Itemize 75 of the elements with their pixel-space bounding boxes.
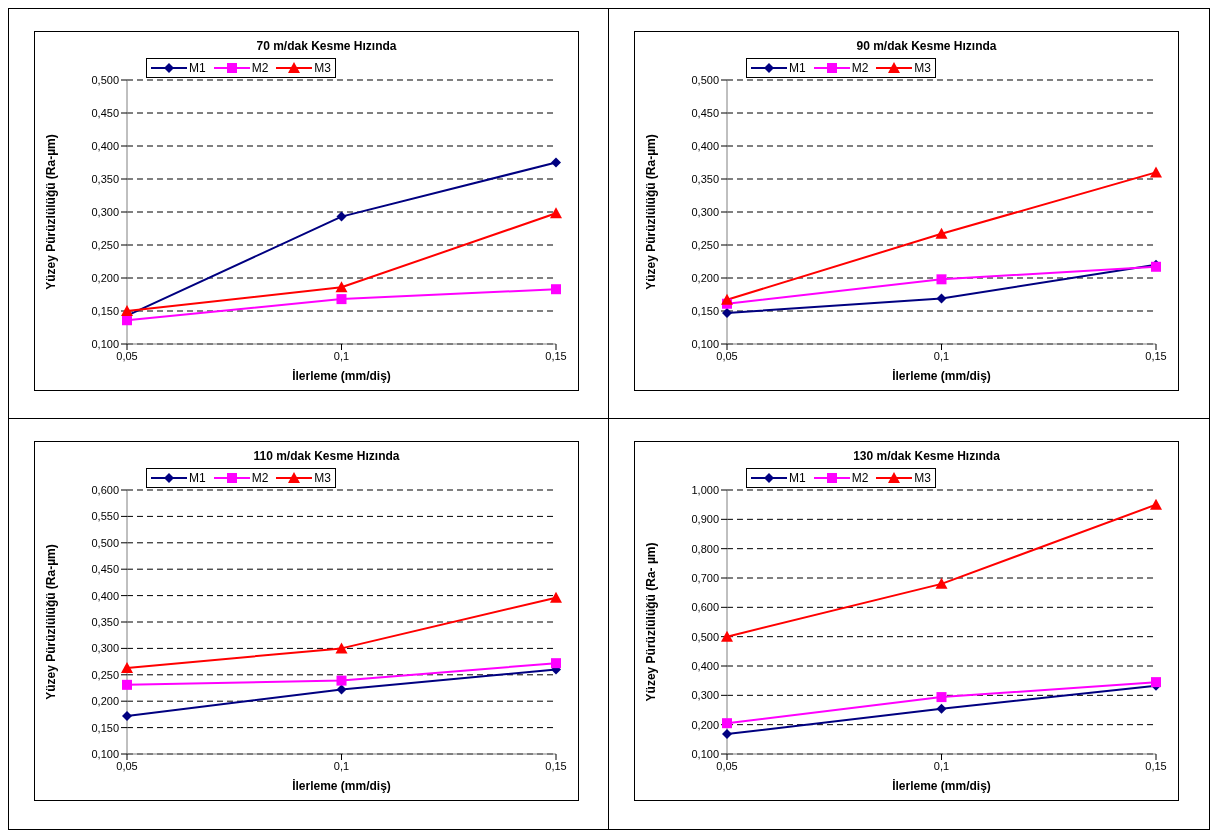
chart-title: 70 m/dak Kesme Hızında (256, 39, 397, 53)
legend-label: M2 (850, 61, 869, 75)
y-tick-label: 0,500 (691, 630, 719, 643)
legend-label: M1 (788, 61, 806, 75)
x-tick-label: 0,05 (716, 349, 738, 362)
y-tick-label: 0,100 (691, 337, 719, 350)
y-axis-title: Yüzey Pürüzlülüğü (Ra-µm) (644, 134, 659, 290)
y-tick-label: 0,300 (691, 689, 719, 702)
y-tick-label: 0,350 (91, 615, 119, 628)
y-tick-label: 0,100 (91, 747, 119, 760)
legend-label: M3 (913, 471, 932, 485)
x-axis-title: İlerleme (mm/diş) (292, 778, 391, 793)
x-axis-title: İlerleme (mm/diş) (892, 778, 991, 793)
y-tick-label: 0,300 (91, 642, 119, 655)
y-tick-label: 0,450 (91, 563, 119, 576)
y-tick-label: 0,450 (691, 106, 719, 119)
legend-label: M3 (313, 61, 332, 75)
legend-label: M1 (188, 471, 206, 485)
y-tick-label: 0,100 (691, 747, 719, 760)
y-tick-label: 0,250 (91, 238, 119, 251)
chart-title: 110 m/dak Kesme Hızında (253, 449, 400, 463)
y-tick-label: 0,500 (691, 73, 719, 86)
legend-label: M1 (788, 471, 806, 485)
y-tick-label: 0,300 (691, 205, 719, 218)
y-tick-label: 0,200 (91, 695, 119, 708)
x-tick-label: 0,1 (933, 349, 950, 362)
y-tick-label: 0,600 (91, 483, 119, 496)
y-tick-label: 0,400 (91, 589, 119, 602)
x-tick-label: 0,05 (116, 759, 138, 772)
chart-title: 130 m/dak Kesme Hızında (853, 449, 1001, 463)
legend-label: M3 (313, 471, 332, 485)
legend-label: M1 (188, 61, 206, 75)
y-axis-title: Yüzey Pürüzlülüğü (Ra-µm) (44, 134, 59, 290)
x-axis-title: İlerleme (mm/diş) (892, 368, 991, 383)
y-tick-label: 0,450 (91, 106, 119, 119)
y-tick-label: 0,350 (691, 172, 719, 185)
y-axis-title: Yüzey Pürüzlülüğü (Ra-µm) (44, 544, 59, 700)
y-tick-label: 0,150 (691, 304, 719, 317)
x-tick-label: 0,1 (333, 759, 350, 772)
y-tick-label: 0,200 (91, 271, 119, 284)
y-tick-label: 0,400 (691, 659, 719, 672)
x-axis-title: İlerleme (mm/diş) (292, 368, 391, 383)
y-tick-label: 0,350 (91, 172, 119, 185)
y-tick-label: 0,150 (91, 304, 119, 317)
y-tick-label: 0,550 (91, 510, 119, 523)
y-tick-label: 1,000 (691, 483, 719, 496)
y-tick-label: 0,300 (91, 205, 119, 218)
x-tick-label: 0,1 (333, 349, 350, 362)
y-tick-label: 0,250 (691, 238, 719, 251)
y-axis-title: Yüzey Pürüzlülüğü (Ra- µm) (644, 542, 659, 702)
x-tick-label: 0,15 (545, 759, 567, 772)
y-tick-label: 0,700 (691, 571, 719, 584)
x-tick-label: 0,15 (545, 349, 567, 362)
y-tick-label: 0,200 (691, 271, 719, 284)
y-tick-label: 0,200 (691, 718, 719, 731)
y-tick-label: 0,900 (691, 513, 719, 526)
legend-label: M2 (250, 471, 269, 485)
legend-label: M2 (850, 471, 869, 485)
y-tick-label: 0,400 (91, 139, 119, 152)
y-tick-label: 0,250 (91, 668, 119, 681)
y-tick-label: 0,100 (91, 337, 119, 350)
x-tick-label: 0,15 (1145, 349, 1167, 362)
x-tick-label: 0,15 (1145, 759, 1167, 772)
legend-label: M3 (913, 61, 932, 75)
x-tick-label: 0,05 (716, 759, 738, 772)
chart-title: 90 m/dak Kesme Hızında (856, 39, 997, 53)
x-tick-label: 0,05 (116, 349, 138, 362)
y-tick-label: 0,500 (91, 73, 119, 86)
y-tick-label: 0,600 (691, 601, 719, 614)
y-tick-label: 0,500 (91, 536, 119, 549)
y-tick-label: 0,400 (691, 139, 719, 152)
x-tick-label: 0,1 (933, 759, 950, 772)
y-tick-label: 0,800 (691, 542, 719, 555)
y-tick-label: 0,150 (91, 721, 119, 734)
legend-label: M2 (250, 61, 269, 75)
